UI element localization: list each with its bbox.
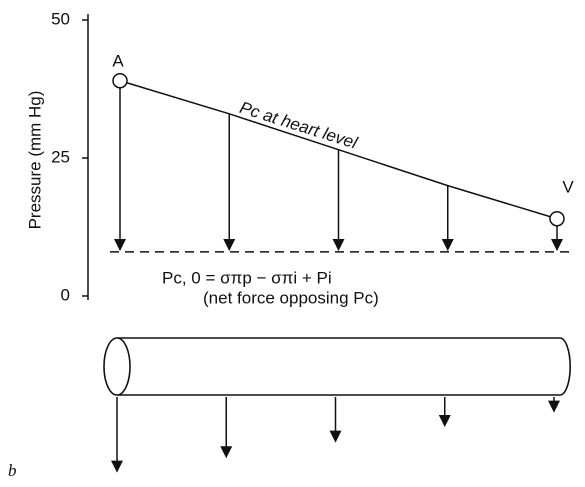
panel-label: b (8, 461, 17, 480)
y-tick-label: 25 (51, 147, 70, 166)
vessel (103, 337, 571, 396)
point-label: V (562, 177, 574, 196)
y-tick-label: 50 (51, 9, 70, 28)
y-axis-label: Pressure (mm Hg) (25, 91, 44, 230)
end-point (112, 72, 128, 89)
series-label: Pc at heart level (237, 98, 360, 153)
y-tick-label: 0 (61, 285, 70, 304)
end-point (549, 210, 565, 227)
threshold-note: (net force opposing Pc) (203, 288, 379, 307)
threshold-label: Pc, 0 = σπp − σπi + Pi (162, 268, 332, 287)
point-label: A (112, 51, 124, 70)
